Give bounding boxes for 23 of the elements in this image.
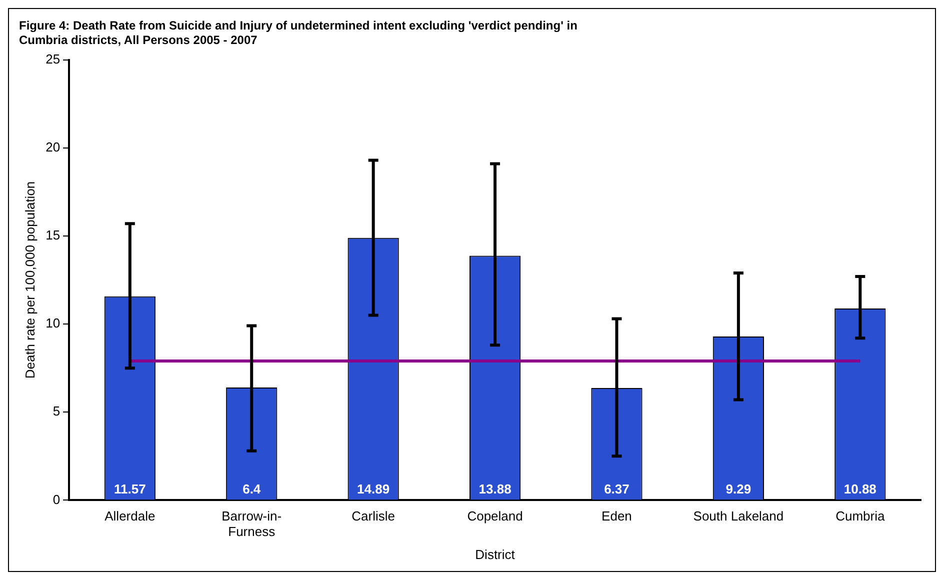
chart-title: Figure 4: Death Rate from Suicide and Injury of undetermined intent excluding 'verdict pending' in Cumbria districts, All Persons 2005 - 2007 [19, 18, 578, 47]
data-label: 11.57 [114, 481, 146, 496]
data-label: 6.4 [242, 481, 262, 496]
y-axis-title: Death rate per 100,000 population [22, 181, 38, 379]
x-tick-label: Carlisle [352, 508, 395, 524]
y-tick-label: 10 [46, 316, 60, 331]
y-tick-label: 25 [46, 51, 60, 66]
x-tick-label: South Lakeland [693, 508, 784, 524]
data-label: 6.37 [604, 481, 630, 496]
y-tick-label: 15 [46, 228, 60, 243]
x-tick-label: Barrow-in-Furness [222, 508, 282, 540]
x-tick-label: Allerdale [104, 508, 156, 524]
x-tick-label: Copeland [467, 508, 523, 524]
data-label: 10.88 [844, 481, 876, 496]
y-tick-label: 5 [52, 404, 60, 419]
y-tick-label: 0 [52, 492, 60, 507]
data-label: 14.89 [357, 481, 390, 496]
x-axis-title: District [475, 546, 516, 562]
y-tick-label: 20 [46, 139, 60, 154]
x-tick-label: Cumbria [836, 508, 886, 524]
data-label: 9.29 [726, 481, 752, 496]
x-tick-label: Eden [602, 508, 632, 524]
data-label: 13.88 [478, 481, 512, 496]
